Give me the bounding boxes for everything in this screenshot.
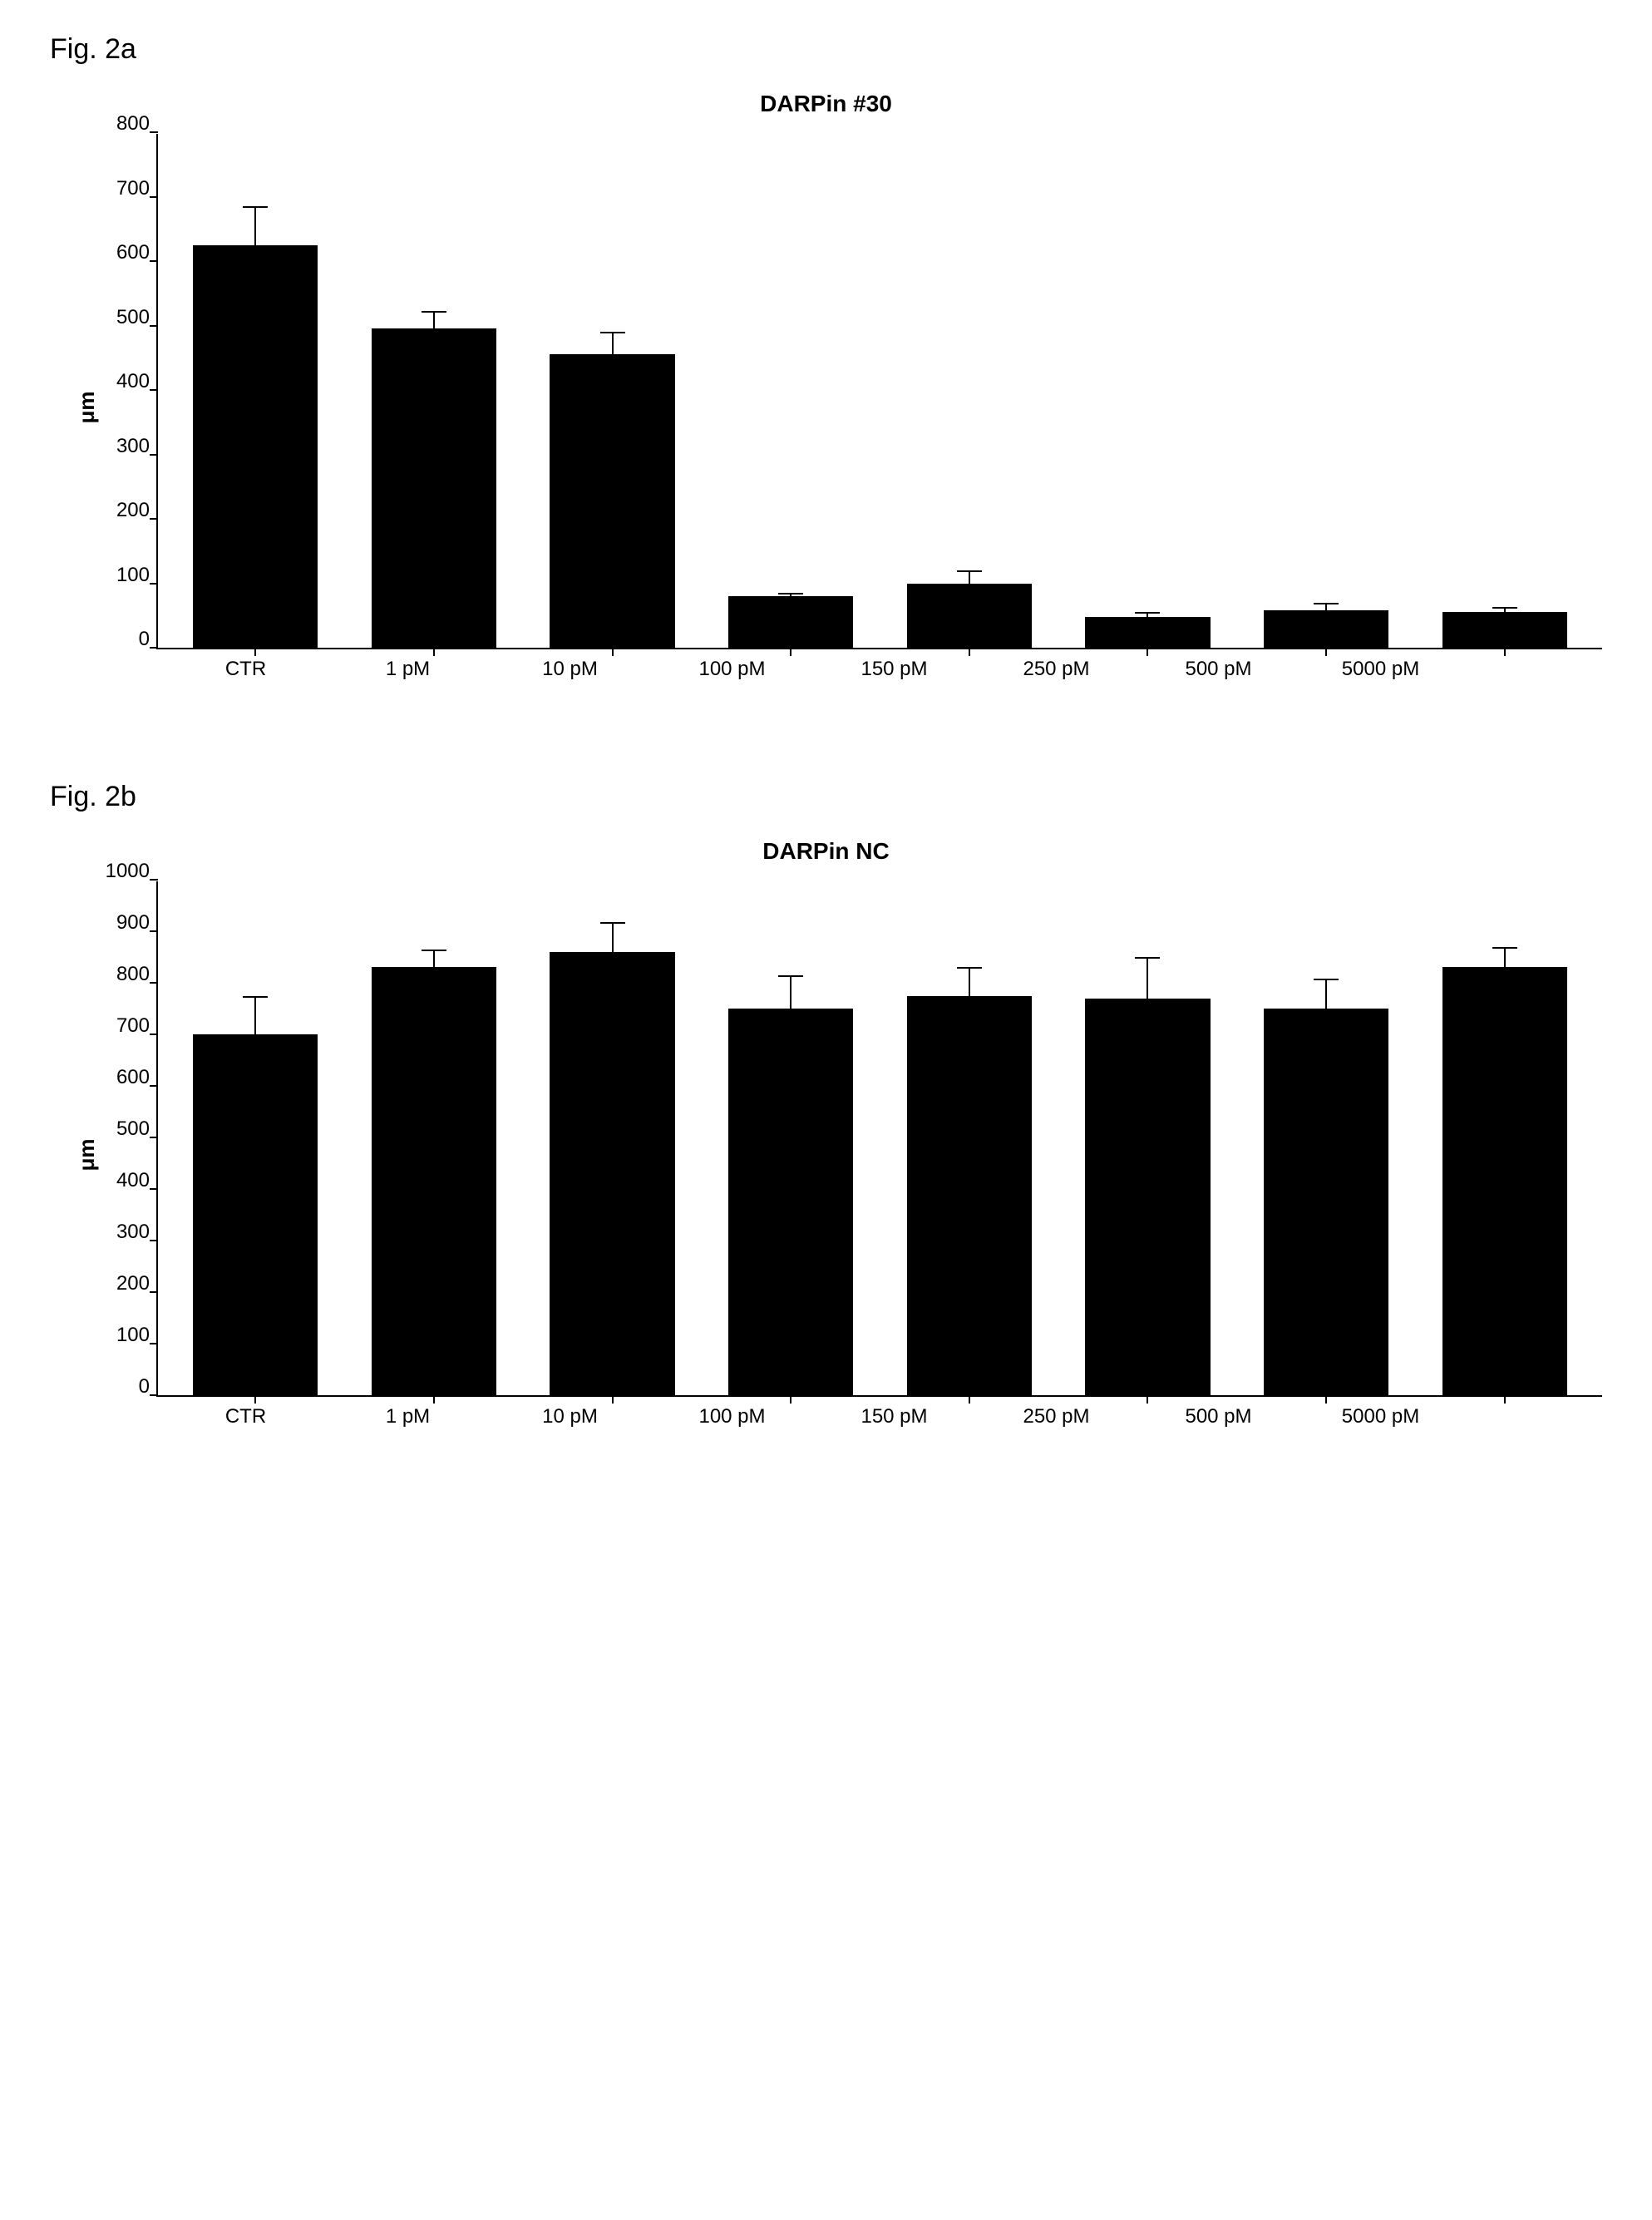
error-cap (600, 332, 625, 333)
x-label: 1 pM (327, 1405, 489, 1428)
bar (907, 996, 1032, 1396)
error-bar (612, 922, 614, 952)
error-cap (1314, 979, 1339, 980)
bar-slot (1415, 134, 1594, 648)
bar-slot (1415, 881, 1594, 1395)
bar-slot (345, 134, 524, 648)
x-label: 500 pM (1137, 1405, 1299, 1428)
error-cap (600, 922, 625, 924)
error-cap (957, 967, 982, 969)
x-label: 150 pM (813, 1405, 975, 1428)
bar (1442, 612, 1567, 648)
error-cap (1492, 947, 1517, 949)
bar (1264, 1009, 1388, 1395)
bar (728, 1009, 853, 1395)
bar-slot (1237, 134, 1416, 648)
error-bar (790, 975, 791, 1009)
error-bar (254, 996, 256, 1035)
bar-slot (166, 134, 345, 648)
x-label: CTR (165, 658, 327, 681)
bar (193, 245, 318, 648)
error-cap (422, 311, 446, 313)
bar (1442, 967, 1567, 1395)
bar-slot (702, 134, 880, 648)
bar-slot (523, 134, 702, 648)
y-ticks-b: 10009008007006005004003002001000 (150, 881, 156, 1397)
bar-slot (1058, 881, 1237, 1395)
figure-label-b: Fig. 2b (50, 781, 1602, 813)
x-label: 5000 pM (1299, 658, 1462, 681)
bar (372, 967, 496, 1395)
error-cap (1314, 603, 1339, 604)
error-bar (969, 570, 970, 584)
error-cap (778, 975, 803, 977)
chart-title-b: DARPin NC (50, 838, 1602, 865)
error-cap (1135, 612, 1160, 614)
x-labels-b: CTR1 pM10 pM100 pM150 pM250 pM500 pM5000… (156, 1397, 1470, 1428)
x-label: 250 pM (975, 658, 1137, 681)
error-bar (433, 950, 435, 968)
error-bar (1504, 947, 1506, 968)
error-cap (1135, 957, 1160, 959)
x-label: CTR (165, 1405, 327, 1428)
chart-title-a: DARPin #30 (50, 91, 1602, 117)
error-cap (422, 950, 446, 951)
x-labels-a: CTR1 pM10 pM100 pM150 pM250 pM500 pM5000… (156, 649, 1470, 681)
error-cap (1492, 607, 1517, 609)
error-bar (1504, 607, 1506, 612)
error-bar (969, 967, 970, 995)
x-label: 100 pM (651, 658, 813, 681)
error-bar (1325, 603, 1327, 610)
bar-slot (880, 134, 1059, 648)
bars-row-a (158, 134, 1602, 648)
x-label: 5000 pM (1299, 1405, 1462, 1428)
figure-2b: Fig. 2b DARPin NC μm 1000900800700600500… (50, 781, 1602, 1428)
x-label: 10 pM (489, 658, 651, 681)
bar-slot (166, 881, 345, 1395)
bar (1264, 610, 1388, 648)
error-cap (778, 593, 803, 594)
plot-area-a (156, 134, 1602, 649)
bar (1085, 617, 1210, 648)
error-cap (957, 570, 982, 572)
x-label: 10 pM (489, 1405, 651, 1428)
x-label: 250 pM (975, 1405, 1137, 1428)
error-bar (612, 332, 614, 354)
bar (1085, 999, 1210, 1395)
error-cap (243, 206, 268, 208)
bar-slot (1058, 134, 1237, 648)
x-label: 100 pM (651, 1405, 813, 1428)
chart-wrap-b: μm 10009008007006005004003002001000 CTR1… (150, 881, 1602, 1428)
chart-wrap-a: μm 8007006005004003002001000 CTR1 pM10 p… (150, 134, 1602, 681)
error-bar (433, 311, 435, 329)
x-label: 150 pM (813, 658, 975, 681)
figure-2a: Fig. 2a DARPin #30 μm 800700600500400300… (50, 33, 1602, 681)
bar (372, 328, 496, 648)
bar (550, 354, 674, 648)
bar-slot (880, 881, 1059, 1395)
error-bar (1325, 979, 1327, 1009)
y-ticks-a: 8007006005004003002001000 (150, 134, 156, 649)
y-axis-label-a: μm (74, 391, 100, 423)
error-cap (243, 996, 268, 998)
bar-slot (702, 881, 880, 1395)
bar (550, 952, 674, 1395)
bar (728, 596, 853, 648)
x-label: 500 pM (1137, 658, 1299, 681)
y-axis-label-b: μm (74, 1138, 100, 1171)
error-bar (254, 206, 256, 245)
bar-slot (523, 881, 702, 1395)
error-bar (1147, 612, 1148, 617)
x-label: 1 pM (327, 658, 489, 681)
figure-label-a: Fig. 2a (50, 33, 1602, 66)
bars-row-b (158, 881, 1602, 1395)
plot-area-b (156, 881, 1602, 1397)
bar (907, 584, 1032, 649)
error-bar (1147, 957, 1148, 999)
bar-slot (345, 881, 524, 1395)
error-bar (790, 593, 791, 596)
bar-slot (1237, 881, 1416, 1395)
bar (193, 1034, 318, 1395)
